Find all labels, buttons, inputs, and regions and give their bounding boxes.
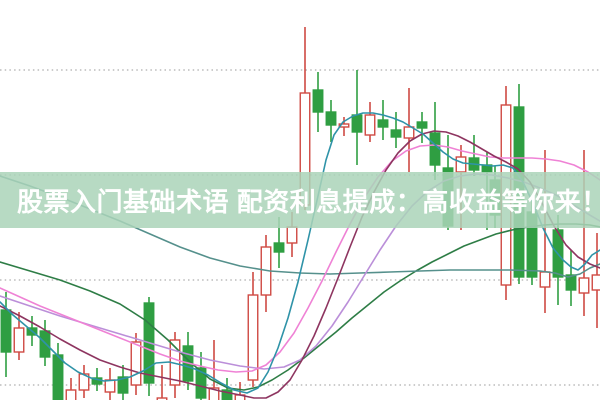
candle-body-up [455,156,467,173]
candle-body-up [364,114,376,136]
candle-body-up [65,389,77,400]
ma-slow-darkgreen [0,223,600,391]
candle-body-up [130,341,142,386]
promo-banner: 股票入门基础术语 配资利息提成：高收益等你来！ [0,172,600,228]
candle-body-down [0,309,12,353]
candle-body-down [221,389,233,400]
candle-body-up [403,126,415,139]
candle-body-down [195,367,207,399]
candle-body-up [156,397,168,400]
candle-body-down [325,111,337,126]
candle-body-down [390,129,402,138]
candle-body-up [208,387,220,400]
candle-body-down [117,376,129,394]
candle-body-down [273,242,285,253]
ma-magenta [0,144,600,373]
candle-body-up [286,226,298,244]
candle-body-down [52,354,64,400]
candle-body-up [591,274,600,291]
promo-banner-text: 股票入门基础术语 配资利息提成：高收益等你来！ [17,186,600,217]
candle-body-up [539,271,551,288]
candle-body-down [565,274,577,291]
candle-body-down [377,119,389,128]
candle-body-down [351,114,363,133]
candle-body-up [13,327,25,353]
candle-body-up [247,294,259,381]
candle-body-down [312,89,324,113]
candle-body-up [578,277,590,294]
candle-body-down [429,132,441,166]
candle-body-up [104,379,116,393]
candle-body-up [338,123,350,128]
candle-body-down [416,121,428,129]
